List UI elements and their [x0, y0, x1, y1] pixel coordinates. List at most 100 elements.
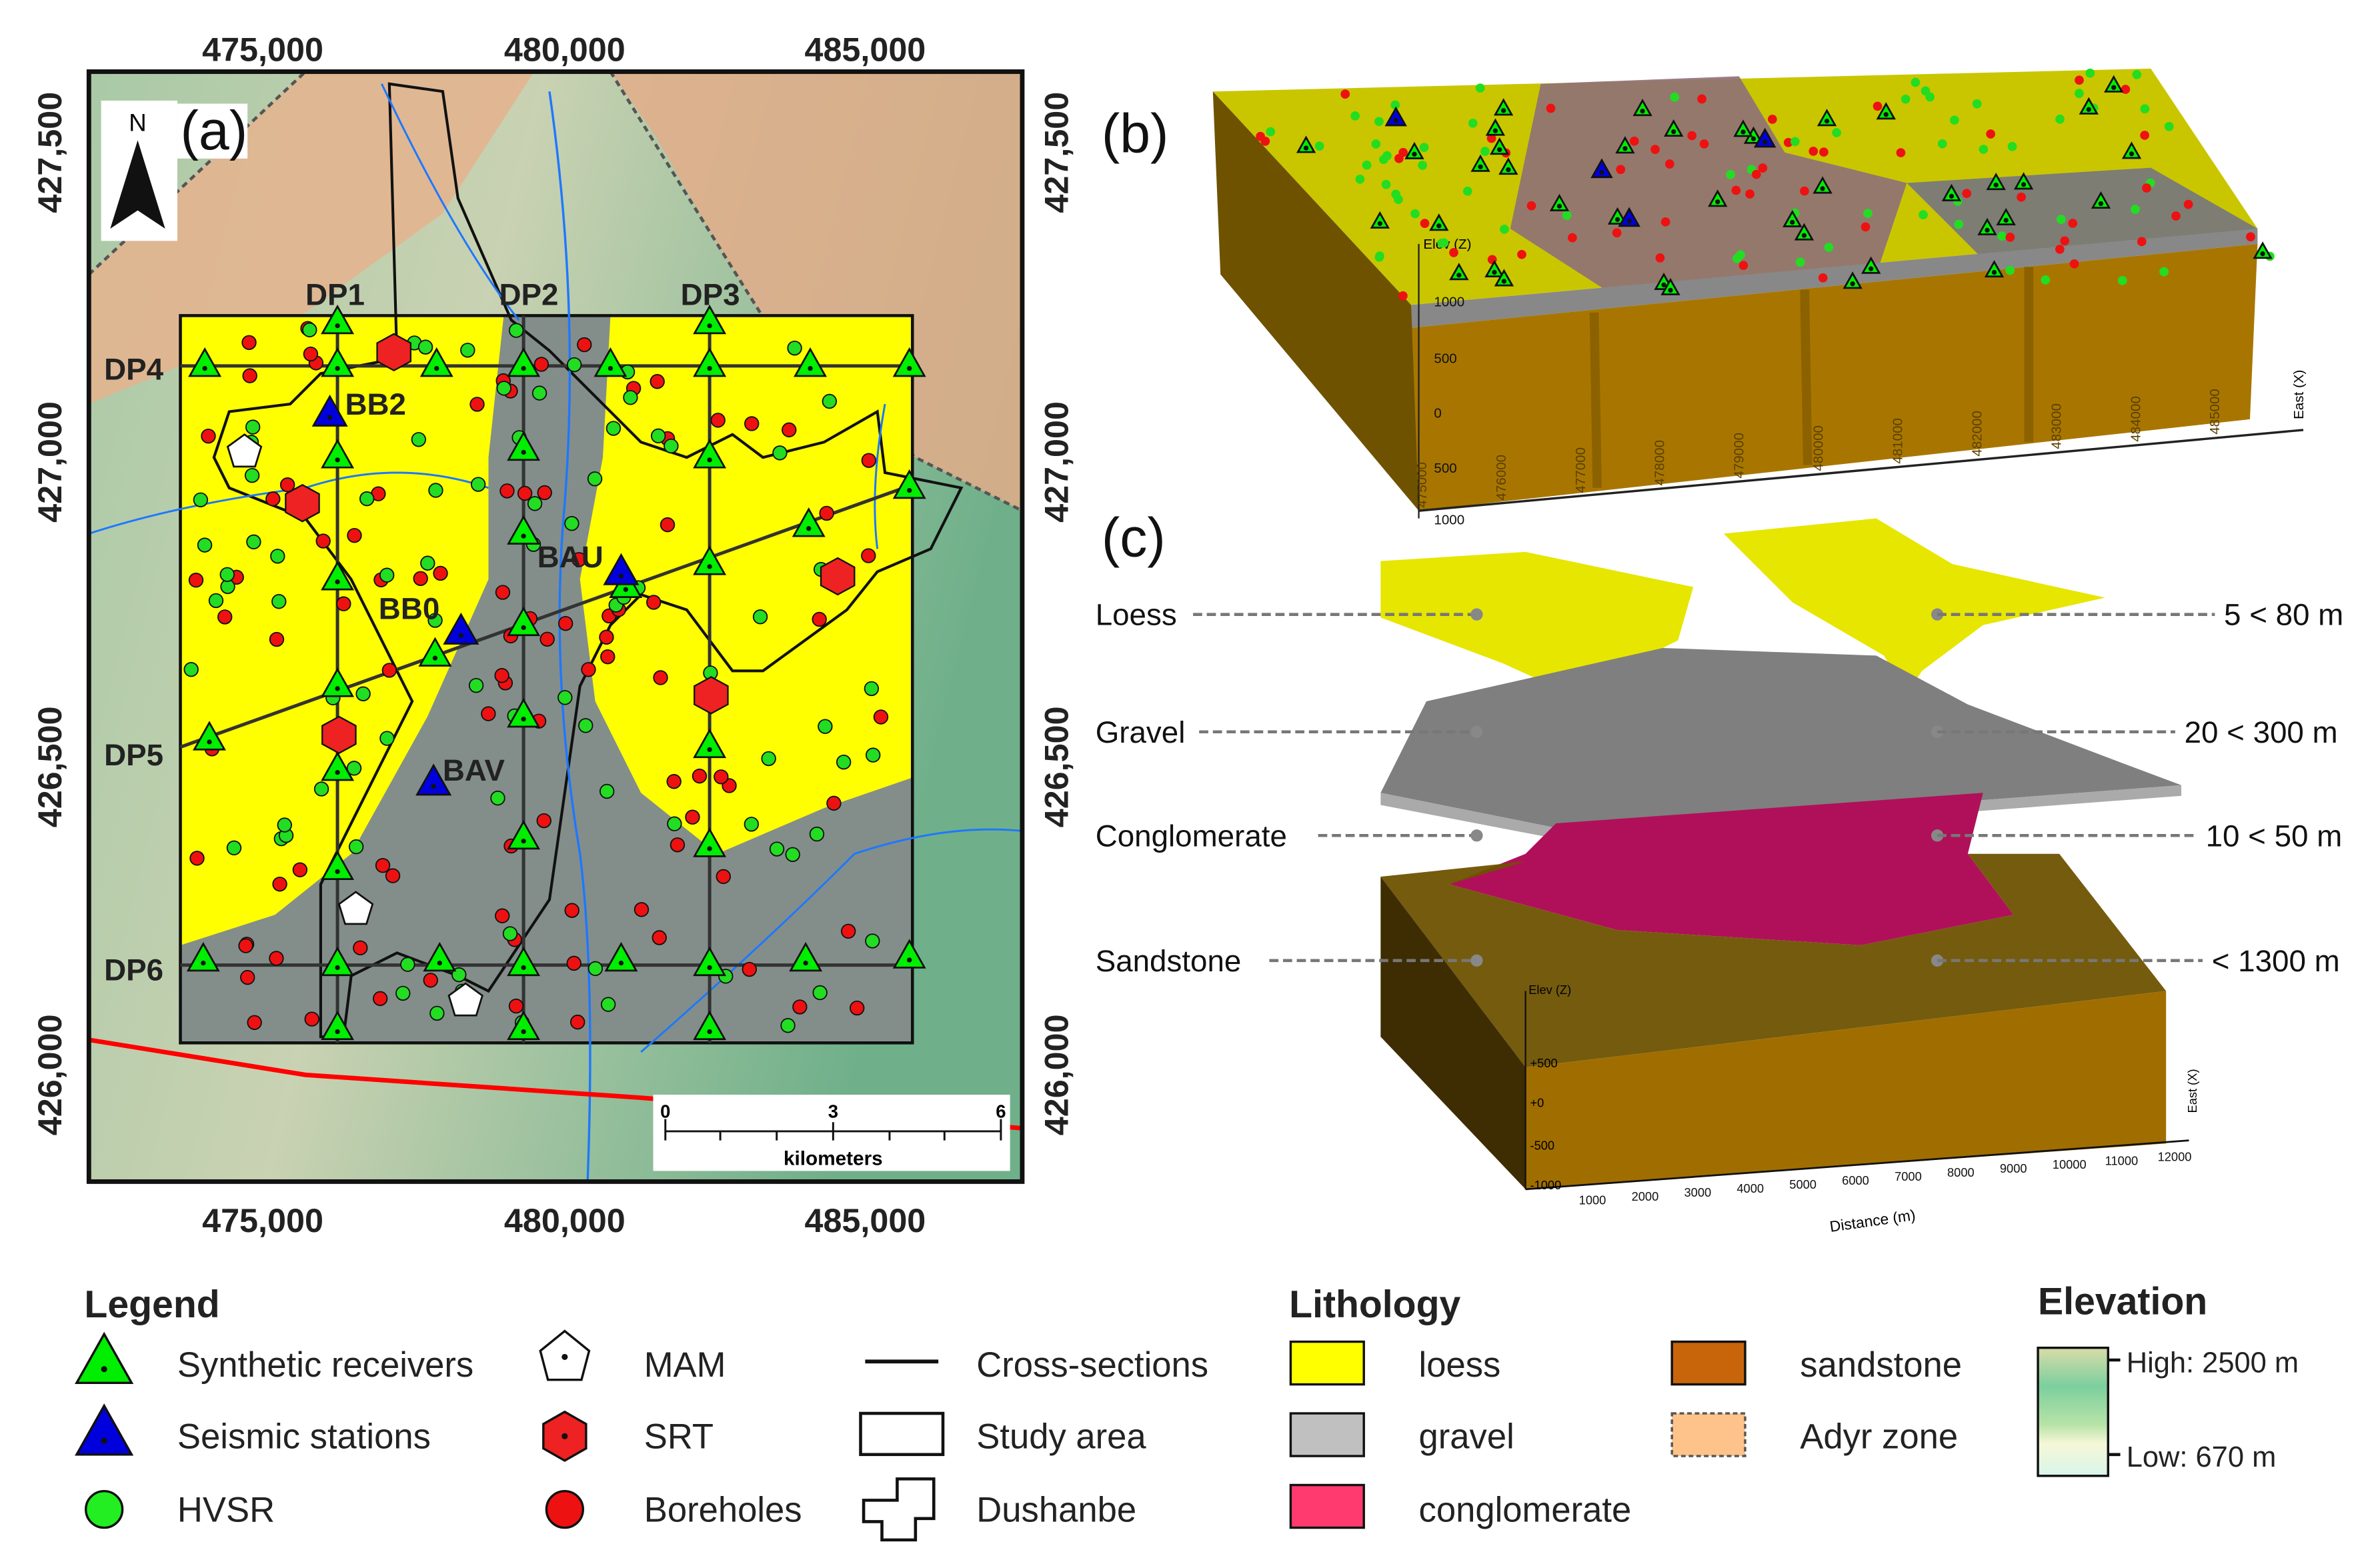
point-marker [1517, 249, 1526, 259]
station-dot [101, 1437, 107, 1444]
point-marker [1398, 291, 1408, 301]
layer-name: Loess [1096, 598, 1177, 632]
receiver-dot [1883, 112, 1889, 117]
borehole-marker [201, 428, 216, 444]
x-tick-top: 475,000 [202, 30, 323, 68]
hvsr-marker [564, 516, 579, 531]
station-label-bau: BAU [537, 540, 604, 574]
x-tick: 8000 [1947, 1165, 1975, 1179]
receiver-dot [1668, 287, 1673, 293]
receiver-dot [335, 457, 340, 463]
seismic-station-marker [311, 394, 348, 427]
borehole-marker [840, 923, 856, 939]
point-marker [1925, 92, 1935, 102]
borehole-marker [433, 565, 448, 581]
legend-title: Legend [84, 1283, 219, 1326]
point-marker [2121, 85, 2131, 94]
receiver-dot [2003, 217, 2009, 223]
receiver-dot [432, 655, 438, 661]
point-marker [1954, 219, 1964, 229]
point-marker [1449, 248, 1458, 257]
synthetic-receiver-marker [2079, 97, 2099, 115]
synthetic-receiver-marker [321, 946, 355, 977]
borehole-marker [850, 1000, 865, 1016]
x-tick: 2000 [1632, 1189, 1659, 1203]
model-side-face [1212, 91, 1419, 511]
borehole-marker [569, 1014, 585, 1030]
point-marker [2137, 237, 2147, 247]
synthetic-receiver-marker [1615, 136, 1635, 154]
point-marker [2183, 199, 2193, 209]
point-marker [1937, 139, 1947, 149]
synthetic-receiver-marker [507, 347, 541, 377]
hvsr-marker [395, 985, 411, 1001]
hvsr-marker [359, 491, 375, 507]
point-marker [1612, 228, 1622, 238]
layer-name: Sandstone [1096, 944, 1242, 978]
srt-marker [285, 483, 320, 523]
borehole-marker [536, 813, 551, 829]
point-marker [1818, 273, 1828, 283]
point-marker [1629, 136, 1639, 146]
point-marker [2005, 232, 2015, 242]
point-marker [1420, 219, 1430, 229]
receiver-dot [521, 716, 526, 722]
point-marker [1819, 147, 1829, 157]
north-arrow-icon [110, 140, 165, 229]
study-area-outline [179, 314, 914, 1045]
borehole-marker [517, 485, 533, 501]
panel-b-markers [1256, 68, 2275, 301]
y-ticks: 427,500 427,500 427,000 427,000 426,500 426,5… [31, 92, 1075, 1135]
swatch-loess [1289, 1340, 1365, 1386]
synthetic-receiver-marker [507, 431, 541, 461]
receiver-dot [1740, 129, 1746, 135]
borehole-marker [269, 951, 284, 966]
hvsr-marker [822, 393, 838, 409]
legend-item: Seismic stations [177, 1417, 431, 1457]
point-marker [1374, 117, 1384, 127]
profile-label-dp1: DP1 [305, 277, 365, 311]
hvsr-marker [197, 537, 213, 553]
srt-marker [694, 676, 729, 715]
legend-item: MAM [644, 1345, 726, 1385]
point-marker [2140, 131, 2149, 140]
synthetic-receiver-marker [693, 545, 727, 575]
point-marker [2164, 121, 2174, 131]
gravel-layer [1380, 647, 2182, 831]
point-marker [2017, 192, 2026, 202]
receiver-dot [1801, 233, 1807, 238]
synthetic-receiver-marker [1296, 135, 1316, 153]
hvsr-marker [417, 339, 433, 355]
x-tick: 4000 [1736, 1181, 1764, 1195]
receiver-dot [434, 365, 439, 371]
point-marker [2075, 75, 2084, 85]
receiver-dot [202, 365, 207, 371]
point-marker [1562, 211, 1572, 220]
synthetic-receiver-marker [1470, 154, 1490, 172]
hvsr-marker [420, 555, 435, 571]
synthetic-receiver-marker [892, 347, 926, 377]
hvsr-marker [379, 567, 395, 583]
seismic-station-marker [1753, 127, 1776, 148]
y-tick: 427,500 [1038, 92, 1076, 213]
panel-b-label: (b) [1102, 103, 1169, 165]
point-marker [1896, 148, 1906, 157]
synthetic-receiver-marker [1876, 102, 1896, 120]
point-marker [1901, 94, 1911, 104]
point-marker [1800, 186, 1809, 196]
x-tick: 480000 [1811, 425, 1827, 471]
loess-area-east [854, 503, 913, 778]
receiver-dot [2086, 107, 2091, 112]
synthetic-receiver-marker [192, 721, 226, 751]
point-marker [1398, 147, 1408, 157]
z-tick: 1000 [1434, 513, 1464, 528]
x-tick: 9000 [2000, 1161, 2027, 1175]
point-marker [1462, 186, 1472, 196]
point-marker [1371, 139, 1381, 149]
z-tick: -500 [1530, 1138, 1554, 1152]
receiver-dot [521, 838, 526, 844]
point-marker [2159, 267, 2169, 277]
point-marker [2007, 141, 2017, 151]
receiver-dot [1790, 219, 1795, 225]
borehole-marker [653, 670, 668, 685]
